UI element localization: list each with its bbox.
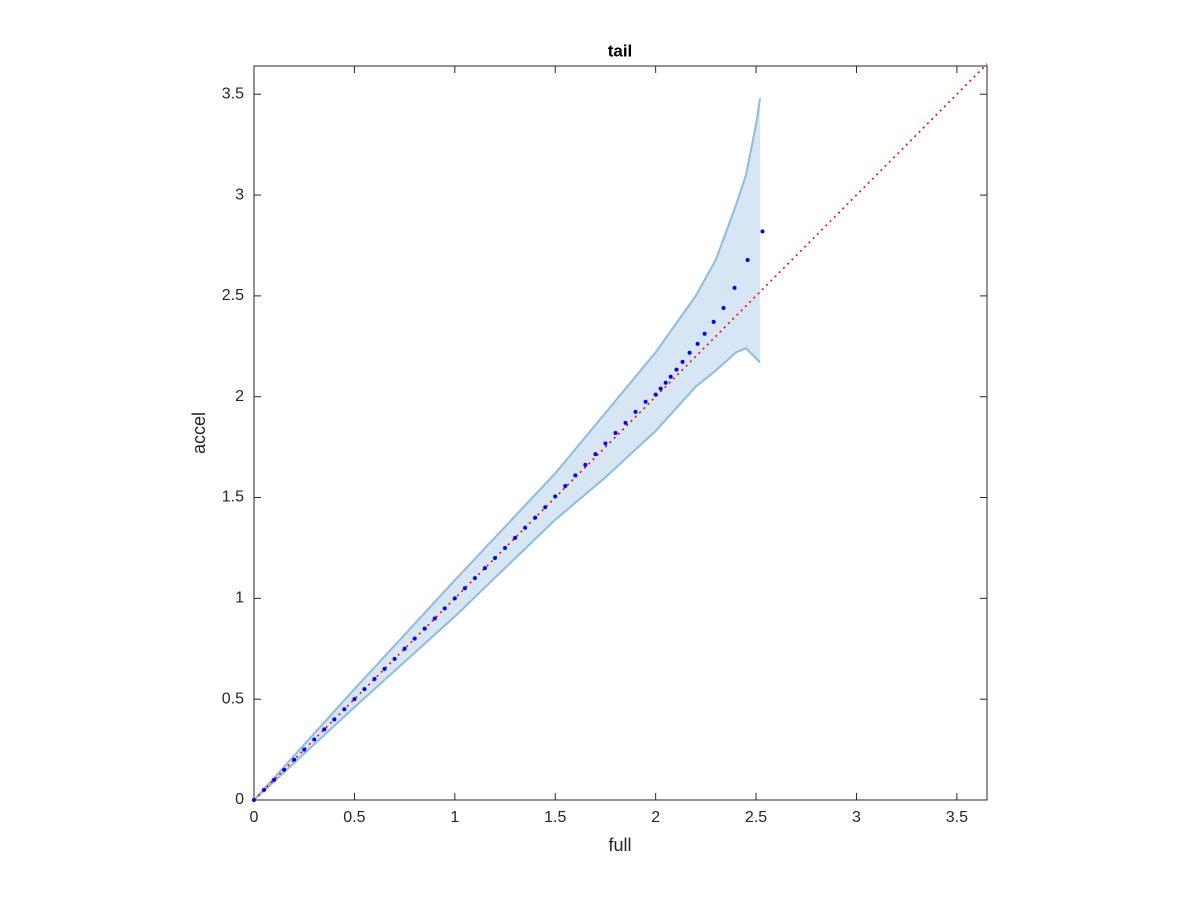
- point: [392, 656, 397, 661]
- point: [563, 484, 568, 489]
- x-tick-label: 1: [450, 809, 459, 826]
- point: [583, 462, 588, 467]
- x-tick-label: 1.5: [544, 809, 566, 826]
- point: [674, 367, 679, 372]
- y-tick-label: 0: [235, 791, 244, 808]
- point: [422, 626, 427, 631]
- x-tick-label: 3.5: [946, 809, 968, 826]
- y-tick-label: 1: [235, 590, 244, 607]
- point: [312, 737, 317, 742]
- x-axis-label: full: [608, 835, 631, 855]
- y-tick-label: 2: [235, 388, 244, 405]
- point: [332, 717, 337, 722]
- point: [760, 229, 765, 234]
- point: [262, 787, 267, 792]
- point: [663, 380, 668, 385]
- point: [302, 747, 307, 752]
- point: [513, 535, 518, 540]
- point: [653, 392, 658, 397]
- point: [745, 257, 750, 262]
- point: [472, 576, 477, 581]
- x-tick-label: 3: [852, 809, 861, 826]
- point: [432, 616, 437, 621]
- y-axis-label: accel: [189, 412, 209, 454]
- point: [573, 473, 578, 478]
- y-tick-label: 3.5: [222, 85, 244, 102]
- point: [342, 707, 347, 712]
- point: [322, 727, 327, 732]
- y-tick-label: 0.5: [222, 690, 244, 707]
- x-tick-label: 2.5: [745, 809, 767, 826]
- chart-title: tail: [608, 41, 633, 60]
- point: [633, 409, 638, 414]
- point: [623, 420, 628, 425]
- point: [593, 452, 598, 457]
- point: [372, 677, 377, 682]
- y-tick-label: 2.5: [222, 287, 244, 304]
- point: [462, 586, 467, 591]
- point: [680, 359, 685, 364]
- point: [668, 374, 673, 379]
- reference-line: [253, 63, 988, 801]
- point: [412, 636, 417, 641]
- point: [721, 305, 726, 310]
- point: [482, 566, 487, 571]
- point: [402, 646, 407, 651]
- point: [272, 777, 277, 782]
- band-edge: [253, 347, 761, 801]
- point: [687, 350, 692, 355]
- point: [362, 687, 367, 692]
- point: [702, 331, 707, 336]
- x-tick-label: 0: [250, 809, 259, 826]
- point: [292, 757, 297, 762]
- point: [503, 545, 508, 550]
- point: [643, 399, 648, 404]
- point: [695, 341, 700, 346]
- point: [523, 525, 528, 530]
- point: [533, 515, 538, 520]
- y-tick-label: 3: [235, 186, 244, 203]
- point: [603, 441, 608, 446]
- point: [382, 666, 387, 671]
- point: [553, 494, 558, 499]
- point: [442, 606, 447, 611]
- x-tick-label: 0.5: [343, 809, 365, 826]
- y-tick-label: 1.5: [222, 489, 244, 506]
- point: [658, 386, 663, 391]
- x-tick-label: 2: [651, 809, 660, 826]
- point: [543, 505, 548, 510]
- point: [452, 596, 457, 601]
- point: [613, 431, 618, 435]
- point: [352, 697, 357, 702]
- band-edge: [253, 98, 762, 801]
- point: [492, 556, 497, 561]
- plot-frame: [253, 65, 988, 801]
- point: [732, 285, 737, 290]
- point: [711, 319, 716, 324]
- point: [282, 767, 287, 772]
